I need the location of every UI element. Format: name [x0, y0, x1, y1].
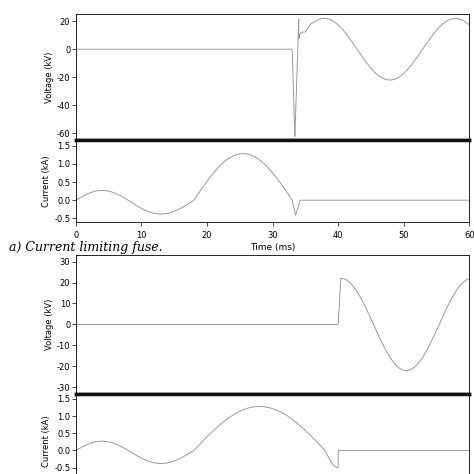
Y-axis label: Voltage (kV): Voltage (kV) [45, 299, 54, 350]
X-axis label: Time (ms): Time (ms) [250, 243, 295, 252]
Y-axis label: Voltage (kV): Voltage (kV) [45, 52, 54, 103]
Y-axis label: Current (kA): Current (kA) [42, 415, 51, 467]
Y-axis label: Current (kA): Current (kA) [42, 155, 51, 207]
Text: a) Current limiting fuse.: a) Current limiting fuse. [9, 241, 163, 254]
